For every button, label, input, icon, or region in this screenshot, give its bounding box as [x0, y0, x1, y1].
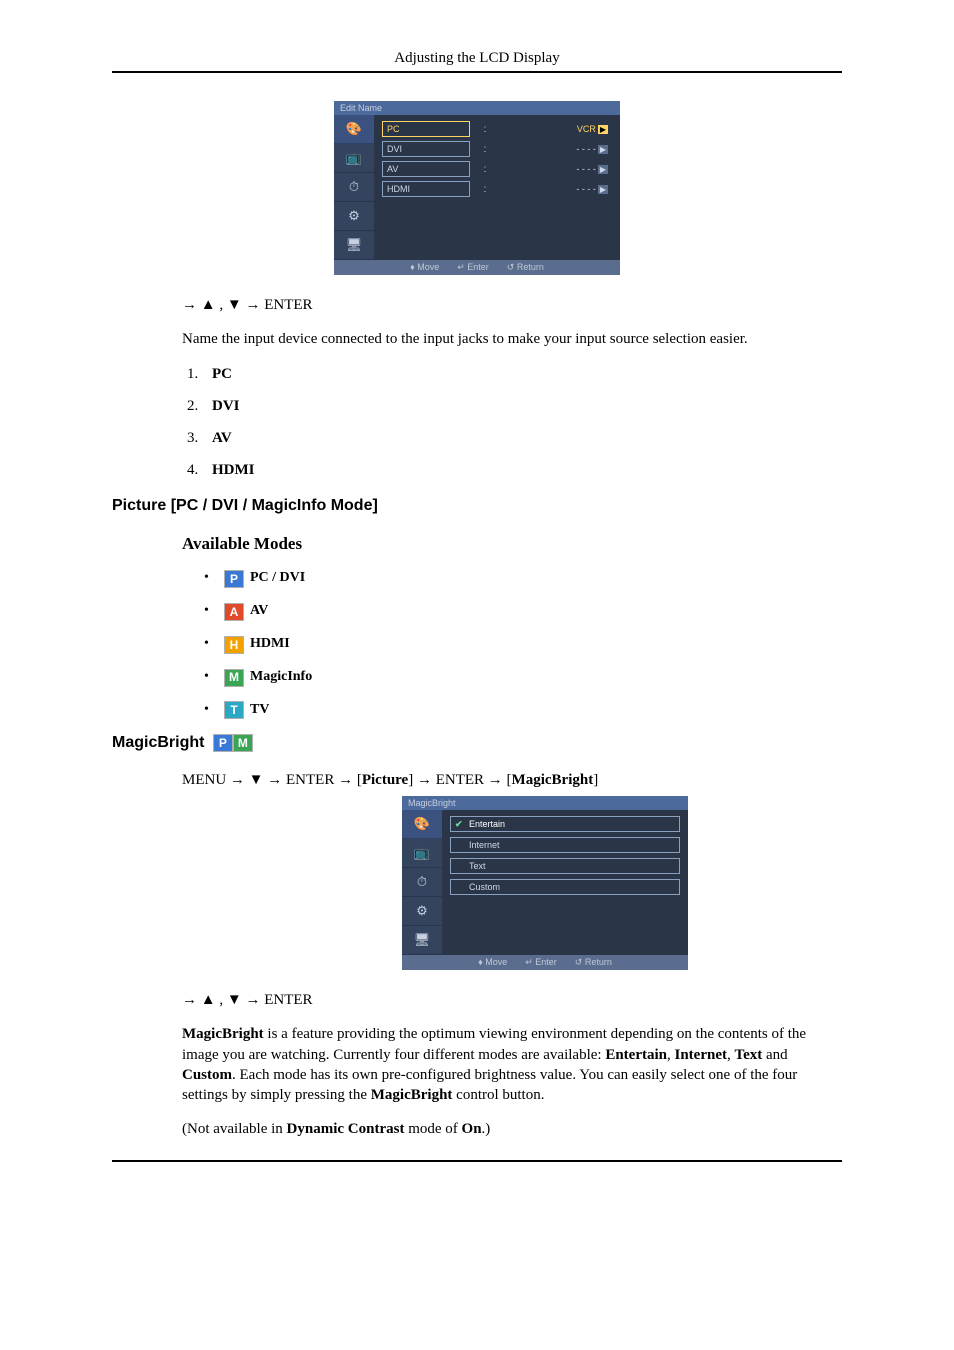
osd-row-label: DVI [382, 141, 470, 157]
osd-tab: ⚙ [402, 897, 442, 926]
arrow-right-icon: ▶ [598, 125, 608, 134]
timer-icon: ⏱ [417, 874, 427, 890]
brush-icon: 🎨 [346, 121, 362, 137]
mode-list: PPC / DVI AAV HHDMI MMagicInfo TTV [182, 569, 842, 719]
osd-tab: ⏱ [402, 868, 442, 897]
osd-footer: ♦ Move ↵ Enter ↺ Return [334, 260, 620, 275]
osd-row-label: HDMI [382, 181, 470, 197]
numbered-list: PC DVI AV HDMI [182, 364, 842, 481]
osd-option: ✔Entertain [450, 816, 680, 832]
osd-tab: 🖥 [402, 926, 442, 955]
badge-m-icon: M [224, 669, 244, 687]
osd-colon: : [470, 144, 500, 155]
badge-p-icon: P [213, 734, 233, 752]
osd-tab: 🎨 [402, 810, 442, 839]
osd-tab: 🎨 [334, 115, 374, 144]
osd-sidebar: 🎨 📺 ⏱ ⚙ 🖥 [402, 810, 442, 955]
footer-return: ↺ Return [575, 957, 612, 968]
footer-return: ↺ Return [507, 262, 544, 273]
divider-bottom [112, 1160, 842, 1162]
mode-item: AAV [204, 602, 842, 621]
gear-icon: ⚙ [348, 208, 360, 224]
osd-row-label: AV [382, 161, 470, 177]
osd-row-value: VCR▶ [500, 124, 612, 134]
monitor-icon: 🖥 [414, 932, 431, 948]
osd-option: Internet [450, 837, 680, 853]
osd-colon: : [470, 184, 500, 195]
footer-enter: ↵ Enter [525, 957, 557, 968]
osd-row: AV : - - - -▶ [382, 161, 612, 177]
page-header: Adjusting the LCD Display [112, 50, 842, 67]
osd-row: HDMI : - - - -▶ [382, 181, 612, 197]
section-heading-picture: Picture [PC / DVI / MagicInfo Mode] [112, 497, 842, 515]
osd-tab: 📺 [334, 144, 374, 173]
arrow-right-icon: ▶ [598, 165, 608, 174]
list-item: PC [202, 364, 842, 384]
osd-sidebar: 🎨 📺 ⏱ ⚙ 🖥 [334, 115, 374, 260]
mode-item: TTV [204, 701, 842, 720]
osd-colon: : [470, 164, 500, 175]
mode-item: PPC / DVI [204, 569, 842, 588]
badge-t-icon: T [224, 701, 244, 719]
osd-tab: ⏱ [334, 173, 374, 202]
footer-move: ♦ Move [478, 957, 507, 968]
osd-title: Edit Name [334, 101, 620, 115]
badge-a-icon: A [224, 603, 244, 621]
arrow-right-icon: ▶ [598, 145, 608, 154]
arrow-sequence: → ▲ , ▼ → ENTER [182, 990, 842, 1010]
list-item: DVI [202, 396, 842, 416]
osd-magicbright: MagicBright 🎨 📺 ⏱ ⚙ 🖥 ✔Entertain Interne… [402, 796, 688, 970]
osd-row-value: - - - -▶ [500, 144, 612, 154]
osd-title: MagicBright [402, 796, 688, 810]
tv-icon: 📺 [414, 845, 430, 861]
osd-option: Text [450, 858, 680, 874]
osd-footer: ♦ Move ↵ Enter ↺ Return [402, 955, 688, 970]
osd-row-value: - - - -▶ [500, 184, 612, 194]
menu-nav-path: MENU → ▼ → ENTER → [Picture] → ENTER → [… [182, 770, 842, 790]
tv-icon: 📺 [346, 150, 362, 166]
mode-item: MMagicInfo [204, 668, 842, 687]
monitor-icon: 🖥 [346, 237, 363, 253]
osd-row: PC : VCR▶ [382, 121, 612, 137]
osd-row: DVI : - - - -▶ [382, 141, 612, 157]
divider-top [112, 71, 842, 73]
magicbright-note: (Not available in Dynamic Contrast mode … [182, 1119, 842, 1139]
osd-option: Custom [450, 879, 680, 895]
osd-tab: 📺 [402, 839, 442, 868]
osd-row-value: - - - -▶ [500, 164, 612, 174]
footer-move: ♦ Move [410, 262, 439, 273]
brush-icon: 🎨 [414, 816, 430, 832]
arrow-right-icon: ▶ [598, 185, 608, 194]
osd-colon: : [470, 124, 500, 135]
list-item: HDMI [202, 460, 842, 480]
osd-tab: 🖥 [334, 231, 374, 260]
badge-m-icon: M [233, 734, 253, 752]
gear-icon: ⚙ [416, 903, 428, 919]
arrow-sequence: → ▲ , ▼ → ENTER [182, 295, 842, 315]
available-modes-heading: Available Modes [182, 533, 842, 556]
list-item: AV [202, 428, 842, 448]
mode-item: HHDMI [204, 635, 842, 654]
osd-edit-name: Edit Name 🎨 📺 ⏱ ⚙ 🖥 PC : VCR▶ DVI : - - … [334, 101, 620, 275]
magicbright-description: MagicBright is a feature providing the o… [182, 1024, 842, 1105]
timer-icon: ⏱ [349, 179, 359, 195]
footer-enter: ↵ Enter [457, 262, 489, 273]
badge-p-icon: P [224, 570, 244, 588]
osd-row-label: PC [382, 121, 470, 137]
check-icon: ✔ [455, 817, 465, 831]
osd-tab: ⚙ [334, 202, 374, 231]
intro-paragraph: Name the input device connected to the i… [182, 329, 842, 349]
section-heading-magicbright: MagicBright PM [112, 734, 842, 752]
badge-h-icon: H [224, 636, 244, 654]
